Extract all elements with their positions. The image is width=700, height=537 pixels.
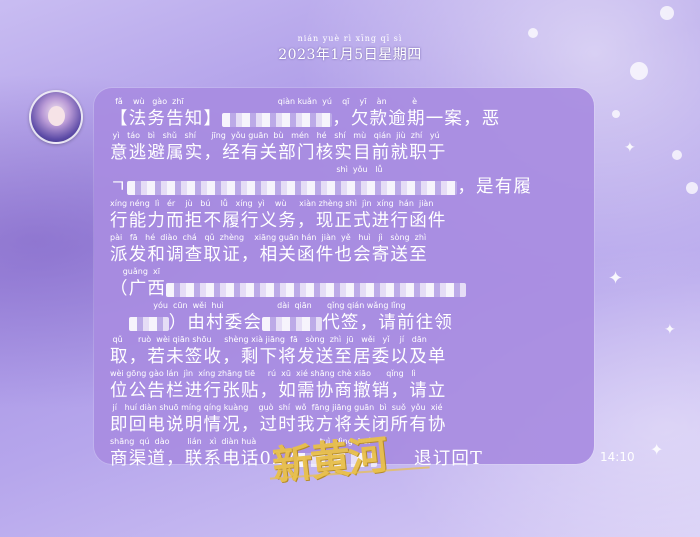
sparkle-icon: ✦ [664,322,676,338]
pinyin-annotation: wèi gōng gào lán jìn xíng zhāng tiē rú x… [110,369,416,378]
message-text-segment: 【法务告知】 [110,109,223,129]
bokeh-light [630,62,648,80]
message-line: guǎng xī （广西 [110,266,580,300]
message-text-segment: ，欠款逾期一案，恶 [332,109,501,129]
message-text: 即回电说明情况，过时我方将关闭所有协 [110,414,580,436]
message-text-segment: 代签，请前往领 [322,313,454,333]
sparkle-icon: ✦ [608,268,624,289]
sparkle-icon: ✦ [624,140,636,156]
pinyin-annotation: guǎng xī [110,267,160,276]
message-time: 14:10 [600,450,635,464]
message-text-segment: ，是有履 [457,177,533,197]
pinyin-annotation: yóu cūn wěi huì dài qiān qǐng qián wǎng … [110,301,406,310]
pinyin-annotation: pài fā hé diào chá qǔ zhèng xiāng guān h… [110,233,427,242]
message-text: 【法务告知】 ，欠款逾期一案，恶 [110,108,580,130]
avatar-face [48,106,65,126]
message-text-segment: 即回电说明情况，过时我方将关闭所有协 [110,415,447,435]
message-line: qǔ ruò wèi qiān shōu shèng xià jiāng fā … [110,334,580,368]
message-line: yì táo bì shǔ shí jīng yǒu guān bù mén h… [110,130,580,164]
message-line: fǎ wù gào zhī qiàn kuǎn yú qī yī àn è 【法务… [110,96,580,130]
redacted-text-blur [128,316,169,331]
message-text-segment: （广西 [110,279,167,299]
sender-avatar[interactable] [29,90,83,144]
message-text-segment: 行能力而拒不履行义务，现正式进行函件 [110,211,447,231]
bokeh-light [660,6,674,20]
message-text-segment [110,313,129,333]
sparkle-icon: ✦ [650,440,664,459]
redacted-text-blur [262,316,323,331]
pinyin-annotation: jí huí diàn shuō míng qíng kuàng guò shí… [110,403,443,412]
pinyin-annotation: xíng néng lì ér jù bú lǚ xíng yì wù xiàn… [110,199,434,208]
pinyin-annotation: yì táo bì shǔ shí jīng yǒu guān bù mén h… [110,131,440,140]
pinyin-annotation: fǎ wù gào zhī qiàn kuǎn yú qī yī àn è [110,97,417,106]
redacted-text-blur [222,112,333,127]
message-text-segment: 位公告栏进行张贴，如需协商撤销，请立 [110,381,447,401]
message-text-segment: 商渠道，联系电话027 [110,449,297,469]
redacted-text-blur [127,180,458,195]
redacted-text-blur [166,282,467,297]
pinyin-annotation: qǔ ruò wèi qiān shōu shèng xià jiāng fā … [110,335,427,344]
pinyin-annotation: shì yǒu lǚ [110,165,383,174]
message-text: 派发和调查取证，相关函件也会寄送至 [110,244,580,266]
message-line: shì yǒu lǚ ㄱ ，是有履 [110,164,580,198]
date-pinyin: nián yuè rì xīng qī sì [297,34,403,43]
message-text-segment: 意逃避属实，经有关部门核实目前就职于 [110,143,447,163]
message-text: 行能力而拒不履行义务，现正式进行函件 [110,210,580,232]
message-text-segment: ㄱ [110,177,128,197]
bokeh-light [528,28,538,38]
message-line: wèi gōng gào lán jìn xíng zhāng tiē rú x… [110,368,580,402]
message-text-segment: 派发和调查取证，相关函件也会寄送至 [110,245,428,265]
bokeh-light [686,182,698,194]
message-date-header: nián yuè rì xīng qī sì 2023年1月5日星期四 [0,34,700,64]
message-text: ）由村委会 代签，请前往领 [110,312,580,334]
message-text: 意逃避属实，经有关部门核实目前就职于 [110,142,580,164]
redacted-text-blur [296,452,377,467]
date-text: 2023年1月5日星期四 [278,47,422,63]
message-text-segment: ）由村委会 [168,313,263,333]
message-line: xíng néng lì ér jù bú lǚ xíng yì wù xiàn… [110,198,580,232]
bokeh-light [672,150,682,160]
message-text-segment: 取，若未签收，剩下将发送至居委以及单 [110,347,447,367]
message-text: 商渠道，联系电话027 退订回T [110,448,580,470]
bokeh-light [612,110,620,118]
message-text: ㄱ ，是有履 [110,176,580,198]
message-bubble[interactable]: fǎ wù gào zhī qiàn kuǎn yú qī yī àn è 【法务… [94,88,594,469]
message-line: yóu cūn wěi huì dài qiān qǐng qián wǎng … [110,300,580,334]
message-text-segment: 退订回T [376,449,483,469]
message-line: pài fā hé diào chá qǔ zhèng xiāng guān h… [110,232,580,266]
message-text: （广西 [110,278,580,300]
pinyin-annotation: shāng qú dào lián xì diàn huà tuì dìng h… [110,437,371,446]
message-line: shāng qú dào lián xì diàn huà tuì dìng h… [110,436,580,470]
message-text: 取，若未签收，剩下将发送至居委以及单 [110,346,580,368]
message-text: 位公告栏进行张贴，如需协商撤销，请立 [110,380,580,402]
message-line: jí huí diàn shuō míng qíng kuàng guò shí… [110,402,580,436]
